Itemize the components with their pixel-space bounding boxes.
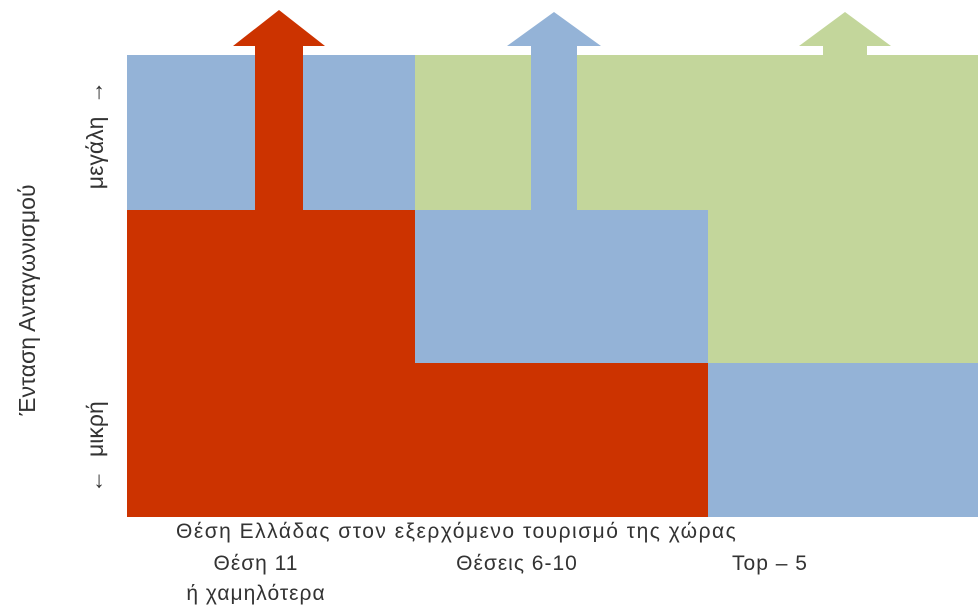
x-category-3: Top – 5 (700, 549, 840, 579)
col2-mid-zone (415, 210, 708, 363)
y-axis-label: Ένταση Ανταγωνισμού (14, 184, 40, 416)
x-category-2-line1: Θέσεις 6-10 (456, 552, 578, 575)
x-category-1: Θέση 11 ή χαμηλότερα (166, 549, 346, 609)
blue-arrow-icon (507, 12, 601, 212)
y-axis-high-marker: μεγάλη → (80, 5, 110, 265)
y-axis-low-marker: ← μικρή (80, 317, 110, 577)
x-category-2: Θέσεις 6-10 (427, 549, 607, 579)
col2-low-zone (415, 363, 708, 517)
x-category-1-line1: Θέση 11 (213, 552, 299, 575)
x-axis-title: Θέση Ελλάδας στον εξερχόμενο τουρισμό τη… (176, 520, 738, 543)
green-arrow-icon (799, 12, 891, 58)
arrow-up-icon: → (82, 80, 108, 111)
arrow-down-icon: ← (82, 463, 108, 493)
col3-high-zone (708, 55, 978, 363)
col1-low-zone (127, 210, 415, 517)
y-axis-high-label: μεγάλη (82, 116, 108, 190)
x-category-1-line2: ή χαμηλότερα (186, 582, 326, 605)
red-arrow-icon (233, 10, 325, 212)
y-axis-low-label: μικρή (82, 401, 108, 457)
x-category-3-line1: Top – 5 (732, 552, 808, 575)
col3-low-zone (708, 363, 978, 517)
